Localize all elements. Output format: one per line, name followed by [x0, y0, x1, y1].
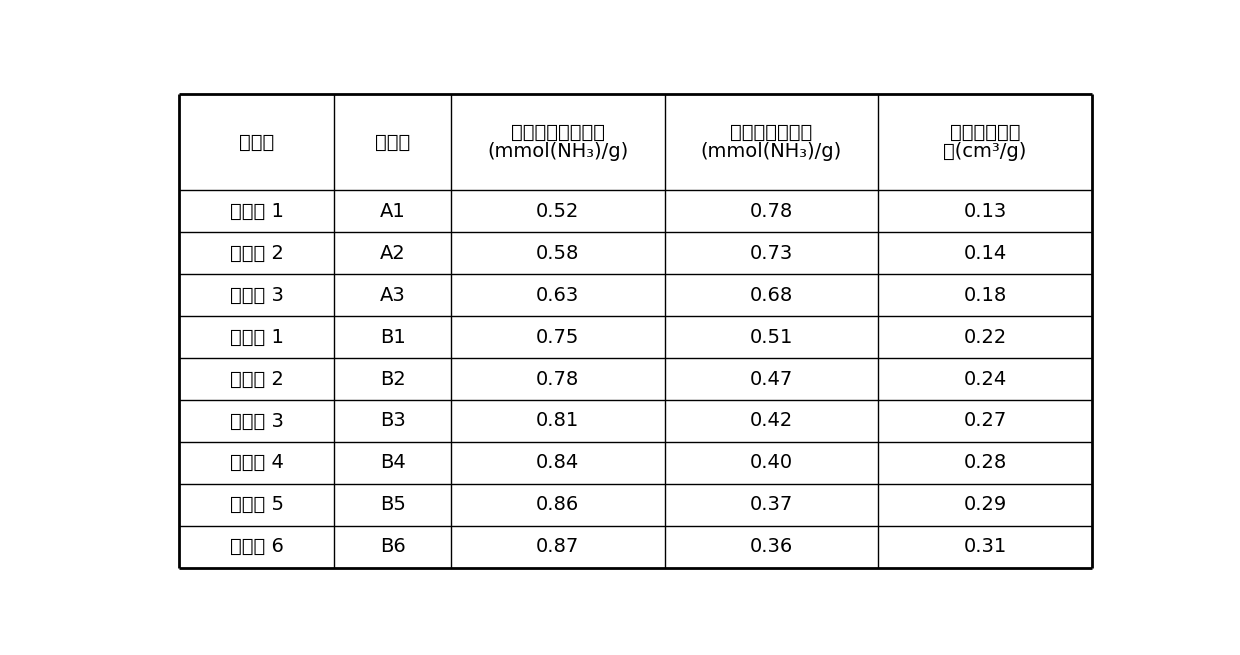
Text: A1: A1	[379, 202, 405, 221]
Text: 实施例 5: 实施例 5	[229, 495, 284, 514]
Text: B5: B5	[379, 495, 405, 514]
Text: 实施例 6: 实施例 6	[229, 537, 284, 556]
Text: 催化剂: 催化剂	[374, 132, 410, 151]
Text: 0.86: 0.86	[536, 495, 579, 514]
Text: 0.14: 0.14	[963, 244, 1007, 263]
Text: B1: B1	[379, 328, 405, 346]
Text: A3: A3	[379, 286, 405, 305]
Text: 0.75: 0.75	[536, 328, 579, 346]
Text: 0.47: 0.47	[750, 369, 794, 388]
Text: 0.24: 0.24	[963, 369, 1007, 388]
Text: 0.27: 0.27	[963, 411, 1007, 430]
Text: 对比例 1: 对比例 1	[229, 202, 284, 221]
Text: A2: A2	[379, 244, 405, 263]
Text: (mmol(NH₃)/g): (mmol(NH₃)/g)	[487, 142, 629, 161]
Text: B4: B4	[379, 453, 405, 472]
Text: B2: B2	[379, 369, 405, 388]
Text: 0.87: 0.87	[536, 537, 579, 556]
Text: 0.36: 0.36	[750, 537, 794, 556]
Text: 0.40: 0.40	[750, 453, 794, 472]
Text: 对比例 2: 对比例 2	[229, 244, 284, 263]
Text: 0.42: 0.42	[750, 411, 794, 430]
Text: 0.37: 0.37	[750, 495, 794, 514]
Text: 0.22: 0.22	[963, 328, 1007, 346]
Text: 0.28: 0.28	[963, 453, 1007, 472]
Text: 催化剂的中强酸量: 催化剂的中强酸量	[511, 123, 605, 142]
Text: 0.78: 0.78	[750, 202, 794, 221]
Text: 0.58: 0.58	[536, 244, 579, 263]
Text: 0.51: 0.51	[750, 328, 794, 346]
Text: 实施例 4: 实施例 4	[229, 453, 284, 472]
Text: 0.29: 0.29	[963, 495, 1007, 514]
Text: 对比例 3: 对比例 3	[229, 286, 284, 305]
Text: 实施例 2: 实施例 2	[229, 369, 284, 388]
Text: 0.73: 0.73	[750, 244, 794, 263]
Text: (mmol(NH₃)/g): (mmol(NH₃)/g)	[701, 142, 842, 161]
Text: 0.63: 0.63	[536, 286, 579, 305]
Text: 0.68: 0.68	[750, 286, 794, 305]
Text: 0.81: 0.81	[536, 411, 579, 430]
Text: 实施例 1: 实施例 1	[229, 328, 284, 346]
Text: 催化剂中孔孔: 催化剂中孔孔	[950, 123, 1021, 142]
Text: 0.78: 0.78	[536, 369, 579, 388]
Text: 0.84: 0.84	[536, 453, 579, 472]
Text: 实施例 3: 实施例 3	[229, 411, 284, 430]
Text: 实施例: 实施例	[239, 132, 274, 151]
Text: B6: B6	[379, 537, 405, 556]
Text: 0.52: 0.52	[536, 202, 579, 221]
Text: 容(cm³/g): 容(cm³/g)	[944, 142, 1027, 161]
Text: 0.31: 0.31	[963, 537, 1007, 556]
Text: 0.18: 0.18	[963, 286, 1007, 305]
Text: B3: B3	[379, 411, 405, 430]
Text: 催化剂的强酸量: 催化剂的强酸量	[730, 123, 812, 142]
Text: 0.13: 0.13	[963, 202, 1007, 221]
